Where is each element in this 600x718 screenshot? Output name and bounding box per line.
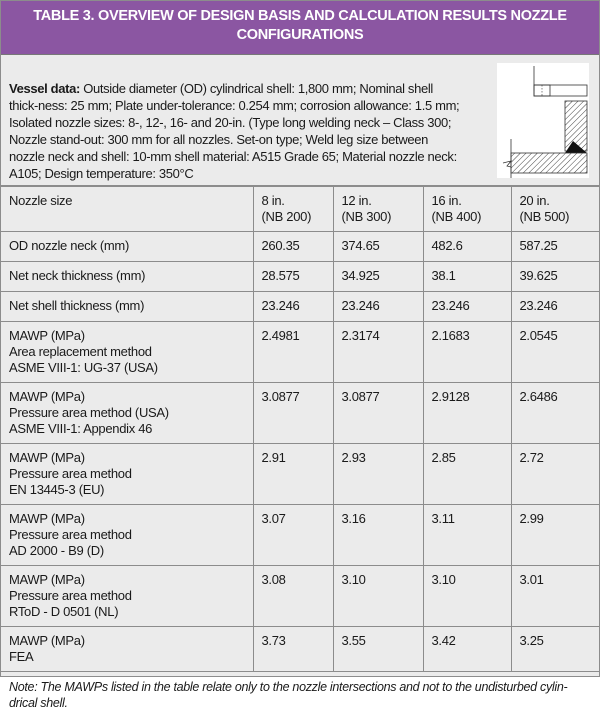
value-cell: 2.3174 [332, 321, 424, 383]
value-cell: 3.42 [422, 626, 512, 672]
value-cell: 374.65 [332, 231, 424, 262]
vessel-data-description: Outside diameter (OD) cylindrical shell:… [9, 81, 460, 181]
table-row: MAWP (MPa) Pressure area method EN 13445… [1, 443, 600, 505]
value-cell: 3.55 [332, 626, 424, 672]
table-row: Net neck thickness (mm) 28.575 34.925 38.1 3… [1, 261, 600, 292]
value-cell: 3.73 [252, 626, 334, 672]
value-cell: 23.246 [510, 291, 600, 322]
value-cell: 3.10 [332, 565, 424, 627]
table-row: MAWP (MPa) Pressure area method AD 2000 … [1, 504, 600, 566]
row-label-cell: MAWP (MPa) Pressure area method AD 2000 … [1, 504, 254, 566]
nozzle-cross-section-icon [502, 66, 588, 178]
row-label-cell: MAWP (MPa) Pressure area method RToD - D… [1, 565, 254, 627]
value-cell: 23.246 [422, 291, 512, 322]
table-row: MAWP (MPa) Pressure area method (USA) AS… [1, 382, 600, 444]
value-cell: 23.246 [252, 291, 334, 322]
row-label-cell: MAWP (MPa) Pressure area method EN 13445… [1, 443, 254, 505]
value-cell: 482.6 [422, 231, 512, 262]
vessel-data-label: Vessel data: [9, 81, 80, 96]
value-cell: 2.1683 [422, 321, 512, 383]
value-cell: 3.25 [510, 626, 600, 672]
value-cell: 28.575 [252, 261, 334, 292]
value-cell: 3.08 [252, 565, 334, 627]
table-header-row: Nozzle size 8 in. (NB 200) 12 in. (NB 300)… [1, 186, 600, 232]
results-table: Nozzle size 8 in. (NB 200) 12 in. (NB 300)… [1, 186, 600, 672]
row-label-cell: MAWP (MPa) Area replacement method ASME … [1, 321, 254, 383]
table-row: OD nozzle neck (mm) 260.35 374.65 482.6 587.… [1, 231, 600, 262]
value-cell: 3.01 [510, 565, 600, 627]
value-cell: 3.07 [252, 504, 334, 566]
value-cell: 2.9128 [422, 382, 512, 444]
value-cell: 2.99 [510, 504, 600, 566]
table-title: TABLE 3. OVERVIEW OF DESIGN BASIS AND CA… [1, 1, 599, 55]
value-cell: 2.72 [510, 443, 600, 505]
value-cell: 587.25 [510, 231, 600, 262]
row-label-cell: Net shell thickness (mm) [1, 291, 254, 322]
nozzle-diagram [497, 63, 589, 178]
row-label-cell: OD nozzle neck (mm) [1, 231, 254, 262]
table-row: MAWP (MPa) Area replacement method ASME … [1, 321, 600, 383]
table-row: MAWP (MPa) FEA 3.73 3.55 3.42 3.25 [1, 626, 600, 672]
value-cell: 2.6486 [510, 382, 600, 444]
value-cell: 39.625 [510, 261, 600, 292]
row-label-cell: Nozzle size [1, 186, 254, 232]
row-label-cell: MAWP (MPa) Pressure area method (USA) AS… [1, 382, 254, 444]
value-cell: 8 in. (NB 200) [252, 186, 334, 232]
value-cell: 23.246 [332, 291, 424, 322]
table-row: Net shell thickness (mm) 23.246 23.246 23.2… [1, 291, 600, 322]
row-label-cell: Net neck thickness (mm) [1, 261, 254, 292]
value-cell: 16 in. (NB 400) [422, 186, 512, 232]
value-cell: 3.11 [422, 504, 512, 566]
value-cell: 12 in. (NB 300) [332, 186, 424, 232]
value-cell: 3.10 [422, 565, 512, 627]
value-cell: 2.0545 [510, 321, 600, 383]
vessel-data-section: Vessel data: Outside diameter (OD) cylin… [1, 55, 599, 186]
value-cell: 2.91 [252, 443, 334, 505]
value-cell: 3.16 [332, 504, 424, 566]
table-note: Note: The MAWPs listed in the table rela… [9, 680, 568, 710]
value-cell: 20 in. (NB 500) [510, 186, 600, 232]
vessel-data-text: Vessel data: Outside diameter (OD) cylin… [9, 80, 464, 182]
row-label-cell: MAWP (MPa) FEA [1, 626, 254, 672]
value-cell: 2.85 [422, 443, 512, 505]
value-cell: 34.925 [332, 261, 424, 292]
table-row: MAWP (MPa) Pressure area method RToD - D… [1, 565, 600, 627]
value-cell: 3.0877 [252, 382, 334, 444]
value-cell: 2.93 [332, 443, 424, 505]
value-cell: 260.35 [252, 231, 334, 262]
value-cell: 2.4981 [252, 321, 334, 383]
value-cell: 38.1 [422, 261, 512, 292]
value-cell: 3.0877 [332, 382, 424, 444]
